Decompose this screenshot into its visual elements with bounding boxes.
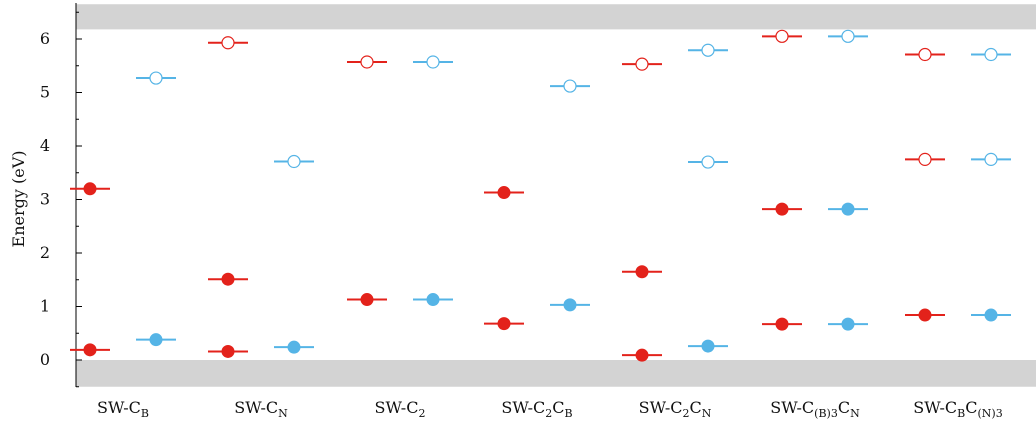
spin-up-level-empty-marker bbox=[360, 55, 374, 69]
spin-up-level-occupied-marker bbox=[775, 317, 789, 331]
spin-up-level-empty-marker bbox=[918, 152, 932, 166]
y-tick-label: 6 bbox=[40, 29, 50, 48]
energy-levels bbox=[70, 29, 1011, 362]
shaded-band-below-zero bbox=[76, 360, 1036, 387]
spin-down-level-occupied-marker bbox=[841, 202, 855, 216]
spin-up-level-occupied-marker bbox=[635, 348, 649, 362]
x-category-label: SW-CB bbox=[97, 398, 149, 420]
spin-down-level-occupied-marker bbox=[426, 293, 440, 307]
spin-down-level-empty-marker bbox=[563, 79, 577, 93]
x-category-label: SW-CN bbox=[234, 398, 288, 420]
spin-up-level-occupied-marker bbox=[221, 344, 235, 358]
spin-up-level-occupied-marker bbox=[360, 293, 374, 307]
y-tick-label: 3 bbox=[40, 190, 50, 209]
y-tick-label: 4 bbox=[40, 136, 50, 155]
spin-up-level-occupied-marker bbox=[83, 343, 97, 357]
y-tick-label: 5 bbox=[40, 83, 50, 102]
y-tick-label: 1 bbox=[40, 297, 50, 316]
spin-down-level-empty-marker bbox=[984, 152, 998, 166]
y-axis: 0 1 2 3 4 5 6 bbox=[40, 3, 82, 388]
spin-down-level-empty-marker bbox=[984, 47, 998, 62]
x-category-label: SW-C2 bbox=[375, 398, 426, 420]
spin-down-level-occupied-marker bbox=[149, 333, 163, 347]
y-axis-title: Energy (eV) bbox=[9, 151, 28, 248]
spin-down-level-empty-marker bbox=[701, 155, 715, 169]
spin-up-level-occupied-marker bbox=[221, 272, 235, 286]
spin-down-level-empty-marker bbox=[701, 43, 715, 57]
spin-up-level-occupied-marker bbox=[83, 182, 97, 196]
x-category-label: SW-CBC(N)3 bbox=[913, 398, 1002, 420]
spin-up-level-occupied-marker bbox=[497, 317, 511, 331]
x-category-label: SW-C2CB bbox=[501, 398, 572, 420]
x-category-label: SW-C2CN bbox=[639, 398, 712, 420]
spin-up-level-empty-marker bbox=[221, 36, 235, 50]
spin-down-level-empty-marker bbox=[426, 55, 440, 69]
spin-up-level-occupied-marker bbox=[775, 202, 789, 216]
spin-up-level-occupied-marker bbox=[635, 265, 649, 279]
spin-down-level-occupied-marker bbox=[287, 340, 301, 354]
spin-down-level-empty-marker bbox=[841, 29, 855, 43]
spin-down-level-occupied-marker bbox=[701, 339, 715, 353]
spin-up-level-empty-marker bbox=[918, 47, 932, 62]
spin-down-level-occupied-marker bbox=[841, 317, 855, 331]
y-tick-label: 2 bbox=[40, 243, 50, 262]
spin-up-level-empty-marker bbox=[775, 29, 789, 43]
spin-up-level-empty-marker bbox=[635, 57, 649, 71]
shaded-band-top bbox=[76, 4, 1036, 30]
x-category-labels: SW-CB SW-CN SW-C2 SW-C2CB SW-C2CN SW-C(B)3CN S… bbox=[97, 398, 1003, 420]
x-category-label: SW-C(B)3CN bbox=[770, 398, 860, 420]
shaded-bands bbox=[76, 4, 1036, 387]
spin-up-level-occupied-marker bbox=[918, 308, 932, 322]
spin-up-level-occupied-marker bbox=[497, 186, 511, 200]
spin-down-level-occupied-marker bbox=[563, 298, 577, 312]
spin-down-level-empty-marker bbox=[149, 71, 163, 85]
spin-down-level-occupied-marker bbox=[984, 308, 998, 322]
y-tick-label: 0 bbox=[40, 350, 50, 369]
spin-down-level-empty-marker bbox=[287, 154, 301, 169]
